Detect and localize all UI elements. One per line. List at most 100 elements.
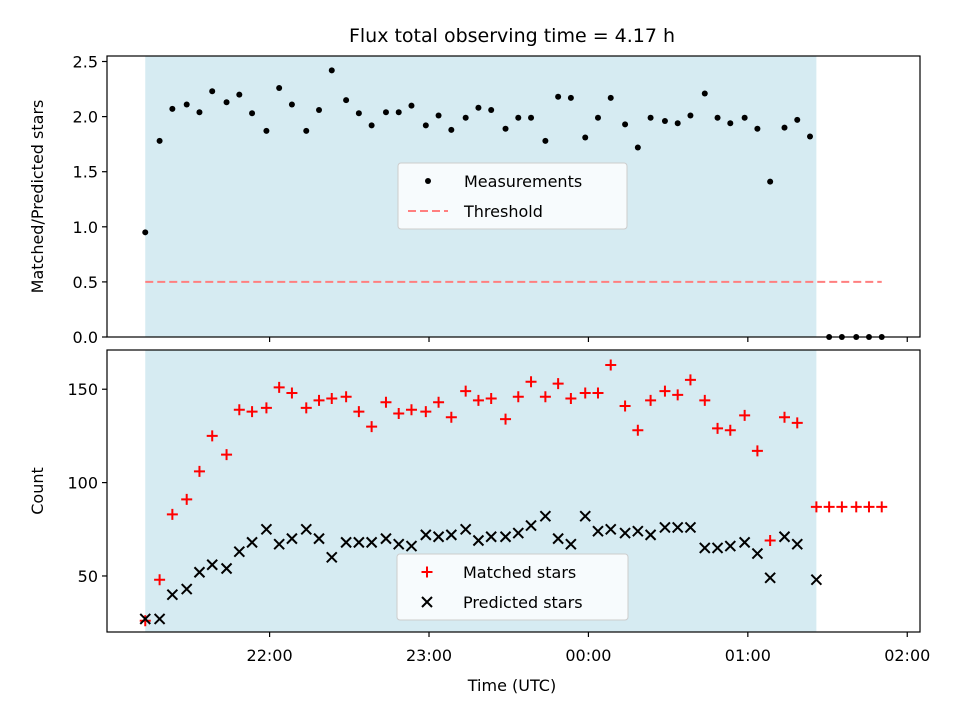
predicted-stars-point — [365, 536, 378, 549]
measurements-point — [183, 101, 190, 108]
measurements-point — [475, 104, 482, 111]
measurements-point — [316, 106, 323, 113]
y-tick-label: 0.5 — [73, 273, 98, 292]
measurements-point — [448, 126, 455, 133]
counts-panel: 50 100 150 22:00 23:00 00:00 01:00 02:00 Count Ma… — [28, 349, 930, 665]
matched-stars-point — [684, 374, 696, 386]
predicted-stars-point — [246, 536, 258, 549]
matched-stars-point — [512, 391, 524, 403]
measurements-point — [647, 114, 654, 121]
predicted-stars-point — [684, 521, 697, 534]
measurements-point — [156, 137, 163, 144]
predicted-stars-point — [273, 538, 285, 550]
predicted-stars-point — [420, 529, 432, 541]
matched-stars-point — [139, 615, 151, 627]
measurements-point — [422, 122, 429, 129]
predicted-stars-point — [751, 547, 764, 560]
predicted-stars-point — [499, 531, 512, 543]
chart-title: Flux total observing time = 4.17 h — [349, 25, 675, 47]
matched-stars-point — [659, 385, 671, 397]
predicted-stars-point — [699, 542, 711, 554]
matched-stars-point — [592, 387, 604, 399]
predicted-stars-point — [552, 532, 564, 545]
matched-stars-point — [193, 465, 205, 477]
predicted-stars-point — [459, 523, 472, 535]
matched-stars-point — [605, 359, 617, 371]
predicted-stars-point — [286, 532, 298, 545]
legend-label: Predicted stars — [463, 593, 583, 612]
x-tick-label: 02:00 — [884, 646, 930, 665]
matched-stars-point — [405, 404, 417, 416]
matched-stars-point — [472, 394, 484, 406]
legend-label: Threshold — [463, 202, 543, 221]
predicted-stars-point — [220, 562, 233, 575]
y-tick-label: 1.5 — [73, 163, 98, 182]
predicted-stars-point — [671, 521, 684, 534]
matched-stars-point — [260, 402, 272, 414]
matched-stars-point — [246, 406, 258, 418]
matched-stars-point — [181, 493, 193, 505]
x-tick-label: 23:00 — [406, 646, 452, 665]
measurements-point — [515, 114, 522, 121]
matched-stars-point — [380, 396, 392, 408]
measurements-point — [555, 93, 562, 100]
predicted-stars-point — [432, 531, 445, 543]
plot-frame — [106, 55, 921, 338]
legend-label: Matched stars — [463, 563, 576, 582]
legend-box — [396, 553, 629, 621]
legend: Measurements Threshold — [397, 162, 628, 230]
matched-stars-point — [366, 421, 378, 433]
x-tick-label: 00:00 — [565, 646, 611, 665]
predicted-stars-point — [605, 523, 617, 535]
measurements-point — [594, 114, 601, 121]
matched-stars-point — [313, 394, 325, 406]
matched-stars-point — [672, 389, 684, 401]
matched-stars-point — [353, 406, 365, 418]
matched-stars-point — [699, 394, 711, 406]
matched-stars-point — [552, 378, 564, 390]
legend-marker — [421, 566, 433, 578]
predicted-stars-point — [619, 527, 631, 539]
matched-stars-point — [764, 534, 776, 546]
matched-stars-point — [539, 391, 551, 403]
predicted-stars-point — [738, 536, 751, 549]
measurements-point — [236, 91, 243, 98]
matched-stars-point — [823, 501, 835, 513]
measurements-point — [607, 94, 614, 101]
y-axis-label: Count — [28, 467, 47, 515]
matched-stars-point — [445, 411, 457, 423]
measurements-point — [674, 120, 681, 127]
matched-stars-point — [565, 393, 577, 405]
plot-frame — [106, 349, 921, 633]
measurements-point — [196, 109, 203, 116]
matched-stars-point — [286, 387, 298, 399]
measurements-point — [276, 84, 283, 91]
predicted-stars-point — [139, 613, 151, 625]
legend-marker — [425, 178, 431, 184]
predicted-stars-point — [565, 538, 577, 550]
predicted-stars-point — [340, 536, 352, 549]
measurements-point — [622, 121, 629, 128]
matched-stars-point — [273, 381, 285, 393]
matched-stars-point — [500, 413, 512, 425]
ratio-panel: 0.0 0.5 1.0 1.5 2.0 2.5 Matched/Predicted star… — [28, 53, 921, 347]
matched-stars-point — [300, 402, 312, 414]
matched-stars-point — [326, 393, 338, 405]
measurements-point — [567, 94, 574, 101]
matched-stars-point — [619, 400, 631, 412]
measurements-point — [661, 118, 668, 125]
matched-stars-point — [221, 449, 233, 461]
predicted-stars-point — [445, 529, 458, 541]
measurements-point — [781, 124, 788, 131]
predicted-stars-point — [353, 536, 365, 549]
measurements-point — [288, 101, 295, 108]
predicted-stars-point — [764, 572, 776, 584]
legend-label: Measurements — [464, 172, 582, 191]
matched-stars-point — [739, 409, 751, 421]
predicted-stars-point — [326, 551, 338, 564]
x-axis-label: Time (UTC) — [467, 676, 556, 695]
legend: Matched stars Predicted stars — [396, 553, 629, 621]
measurements-point — [408, 102, 415, 109]
y-tick-label: 1.0 — [73, 218, 98, 237]
